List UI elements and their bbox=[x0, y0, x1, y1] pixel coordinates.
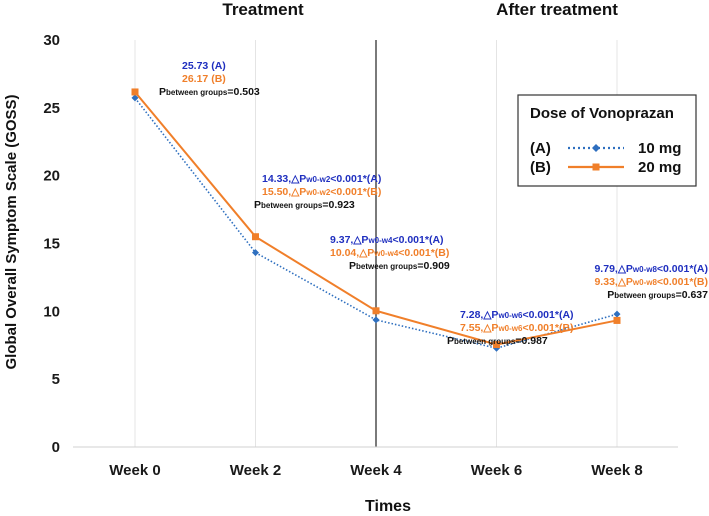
x-tick-label: Week 6 bbox=[471, 462, 522, 479]
annotation-text: 10.04,△P bbox=[330, 247, 374, 259]
annotation-line: Pbetween groups=0.637 bbox=[607, 289, 708, 301]
legend-label-a: 10 mg bbox=[638, 140, 681, 157]
x-tick-label: Week 8 bbox=[591, 462, 642, 479]
annotation-text: <0.001*(A) bbox=[330, 173, 381, 185]
data-point-b bbox=[131, 88, 139, 96]
annotation-text: P bbox=[254, 199, 261, 211]
y-tick-label: 15 bbox=[43, 236, 60, 253]
annotation-line: Pbetween groups=0.987 bbox=[447, 335, 548, 347]
annotation-line: 15.50,△Pw0-w2<0.001*(B) bbox=[262, 186, 381, 198]
y-tick-label: 30 bbox=[43, 32, 60, 49]
annotation-line: 10.04,△Pw0-w4<0.001*(B) bbox=[330, 247, 449, 259]
y-tick-label: 20 bbox=[43, 168, 60, 185]
annotation-line: 7.55,△Pw0-w6<0.001*(B) bbox=[460, 322, 574, 334]
data-point-a bbox=[252, 249, 259, 257]
annotation-text: w0-w8 bbox=[632, 265, 658, 274]
annotation-text: w0-w2 bbox=[305, 188, 331, 197]
annotation-text: between groups bbox=[356, 262, 418, 271]
annotation-text: w0-w6 bbox=[497, 324, 523, 333]
annotation-text: =0.987 bbox=[515, 335, 548, 347]
annotation-text: <0.001*(A) bbox=[522, 309, 573, 321]
series-layer bbox=[131, 88, 621, 352]
annotation-line: 14.33,△Pw0-w2<0.001*(A) bbox=[262, 173, 381, 185]
annotation-line: 25.73 (A) bbox=[182, 60, 226, 72]
annotation-text: P bbox=[607, 289, 614, 301]
annotation-text: <0.001*(B) bbox=[657, 276, 708, 288]
annotation-text: <0.001*(B) bbox=[398, 247, 449, 259]
annotation-text: 26.17 (B) bbox=[182, 73, 226, 85]
annotation-text: between groups bbox=[166, 88, 228, 97]
data-point-a bbox=[372, 316, 380, 324]
annotation-text: <0.001*(B) bbox=[330, 186, 381, 198]
annotation-text: P bbox=[159, 86, 166, 98]
legend: Dose of Vonoprazan (A) 10 mg (B) 20 mg bbox=[517, 94, 697, 187]
data-point-b bbox=[252, 233, 259, 241]
annotation-text: P bbox=[447, 335, 454, 347]
x-tick-label: Week 0 bbox=[109, 462, 160, 479]
annotation-text: w0-w8 bbox=[632, 278, 658, 287]
y-tick-label: 5 bbox=[52, 371, 60, 388]
annotation-text: 14.33,△P bbox=[262, 173, 306, 185]
annotation-text: w0-w4 bbox=[373, 249, 399, 258]
y-tick-label: 10 bbox=[43, 303, 60, 320]
data-point-b bbox=[493, 341, 500, 349]
annotation-line: Pbetween groups=0.909 bbox=[349, 260, 450, 272]
y-tick-labels: 0 5 10 15 20 25 30 bbox=[43, 32, 60, 456]
y-axis-label: Global Overall Symptom Scale (GOSS) bbox=[3, 94, 20, 369]
annotations: 25.73 (A)26.17 (B)Pbetween groups=0.5031… bbox=[159, 60, 708, 347]
legend-title: Dose of Vonoprazan bbox=[530, 105, 674, 122]
annotation-line: 26.17 (B) bbox=[182, 73, 226, 85]
data-point-a bbox=[131, 94, 139, 102]
annotation-text: 7.55,△P bbox=[460, 322, 498, 334]
annotation-line: Pbetween groups=0.503 bbox=[159, 86, 260, 98]
legend-box bbox=[517, 94, 697, 187]
annotation-line: 7.28,△Pw0-w6<0.001*(A) bbox=[460, 309, 574, 321]
annotation-line: 9.33,△Pw0-w8<0.001*(B) bbox=[594, 276, 708, 288]
x-axis-label: Times bbox=[365, 498, 411, 515]
annotation-text: w0-w6 bbox=[497, 311, 523, 320]
annotation-text: 15.50,△P bbox=[262, 186, 306, 198]
annotation-text: <0.001*(A) bbox=[657, 263, 708, 275]
annotation-text: =0.637 bbox=[676, 289, 709, 301]
series-line-a bbox=[134, 97, 618, 350]
data-point-a bbox=[613, 310, 621, 318]
x-tick-label: Week 2 bbox=[230, 462, 281, 479]
annotation-text: between groups bbox=[614, 291, 676, 300]
annotation-text: 7.28,△P bbox=[460, 309, 498, 321]
annotation-line: 9.79,△Pw0-w8<0.001*(A) bbox=[594, 263, 708, 275]
annotation-text: <0.001*(B) bbox=[522, 322, 573, 334]
annotation-text: between groups bbox=[261, 201, 323, 210]
x-tick-label: Week 4 bbox=[350, 462, 402, 479]
annotation-line: Pbetween groups=0.923 bbox=[254, 199, 355, 211]
y-tick-label: 25 bbox=[43, 100, 60, 117]
annotation-text: 9.37,△P bbox=[330, 234, 368, 246]
annotation-text: w0-w4 bbox=[367, 236, 393, 245]
annotation-line: 9.37,△Pw0-w4<0.001*(A) bbox=[330, 234, 444, 246]
x-tick-labels: Week 0 Week 2 Week 4 Week 6 Week 8 bbox=[109, 462, 642, 479]
annotation-text: w0-w2 bbox=[305, 175, 331, 184]
data-point-b bbox=[613, 316, 621, 324]
y-tick-label: 0 bbox=[52, 439, 60, 456]
legend-label-b: 20 mg bbox=[638, 159, 681, 176]
annotation-text: =0.923 bbox=[322, 199, 355, 211]
annotation-text: 9.79,△P bbox=[594, 263, 632, 275]
phase-label-after-treatment: After treatment bbox=[496, 0, 618, 19]
annotation-text: P bbox=[349, 260, 356, 272]
annotation-text: =0.909 bbox=[417, 260, 450, 272]
annotation-text: <0.001*(A) bbox=[392, 234, 443, 246]
phase-label-treatment: Treatment bbox=[222, 0, 304, 19]
annotation-text: 25.73 (A) bbox=[182, 60, 226, 72]
annotation-text: between groups bbox=[454, 337, 516, 346]
annotation-text: 9.33,△P bbox=[594, 276, 632, 288]
legend-marker-b bbox=[592, 163, 600, 171]
legend-tag-b: (B) bbox=[530, 159, 551, 176]
annotation-text: =0.503 bbox=[227, 86, 260, 98]
data-point-b bbox=[372, 307, 380, 315]
legend-tag-a: (A) bbox=[530, 140, 551, 157]
legend-marker-a bbox=[592, 144, 600, 152]
